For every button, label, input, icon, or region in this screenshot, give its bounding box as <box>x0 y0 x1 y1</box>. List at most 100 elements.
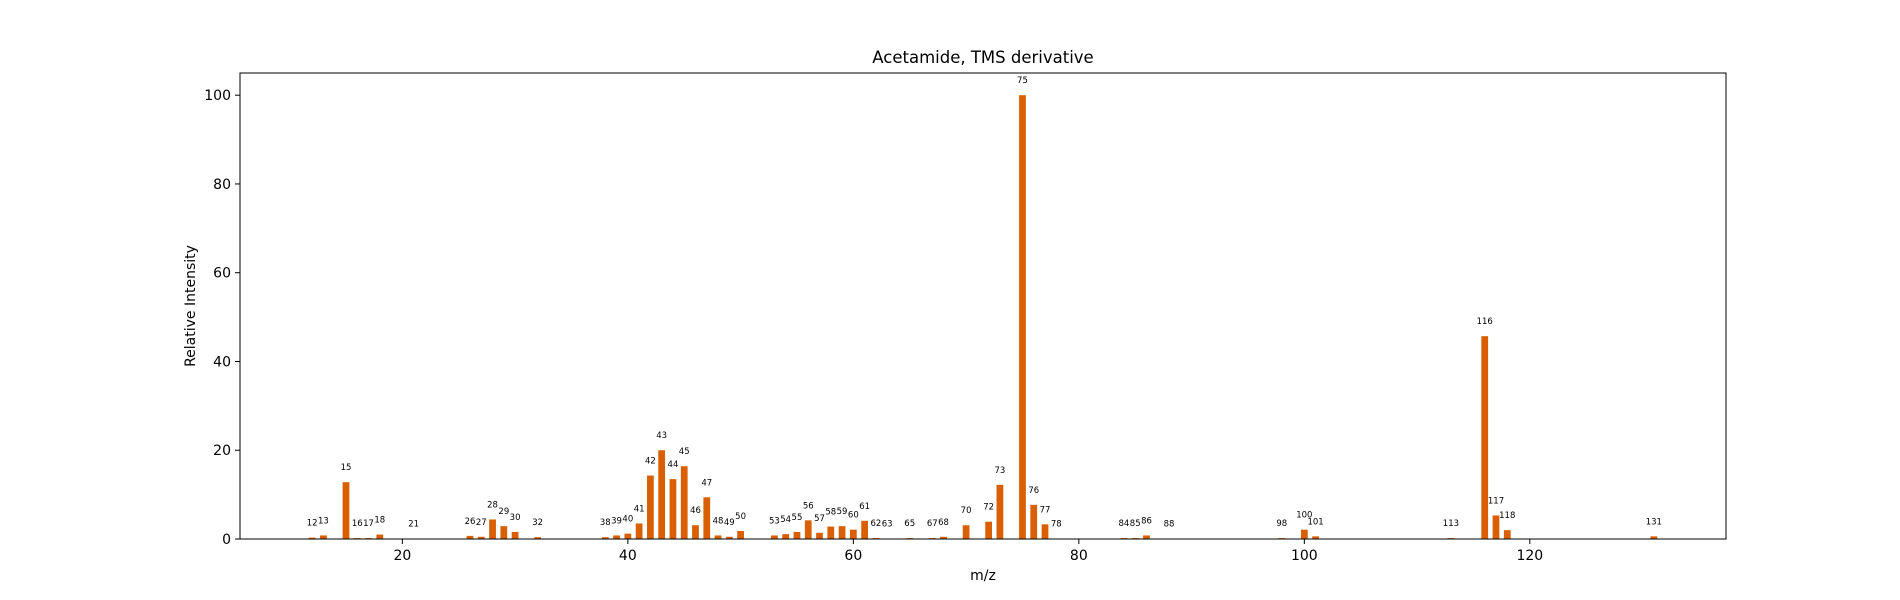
bar <box>996 484 1004 539</box>
peak-label: 12 <box>307 519 318 529</box>
bar <box>849 529 857 539</box>
bar <box>669 479 677 539</box>
peak-label: 60 <box>848 511 859 521</box>
peak-label: 118 <box>1499 511 1515 521</box>
y-tick-label: 100 <box>204 88 231 104</box>
peak-label: 58 <box>825 508 836 518</box>
peak-label: 86 <box>1141 516 1152 526</box>
peak-label: 54 <box>780 515 791 525</box>
bar <box>466 535 474 539</box>
y-tick-label: 40 <box>213 354 231 370</box>
peak-label: 13 <box>318 516 329 526</box>
bar <box>737 531 744 539</box>
peak-label: 100 <box>1296 511 1312 521</box>
bar <box>1492 515 1500 539</box>
x-tick-label: 100 <box>1291 548 1318 564</box>
bar <box>320 535 327 539</box>
bar <box>1143 535 1150 539</box>
peak-label: 46 <box>690 506 701 516</box>
peak-label: 72 <box>983 503 994 513</box>
x-tick-label: 40 <box>619 548 637 564</box>
peak-label: 30 <box>510 513 521 523</box>
x-tick-label: 120 <box>1516 548 1543 564</box>
bar <box>624 533 632 539</box>
x-tick-label: 20 <box>393 548 411 564</box>
peak-label: 67 <box>927 519 938 529</box>
bar <box>962 525 970 539</box>
bar <box>1312 536 1319 539</box>
bar <box>489 519 496 539</box>
bar <box>1503 530 1511 539</box>
peak-label: 78 <box>1051 520 1062 530</box>
peak-label: 28 <box>487 500 498 510</box>
peak-label: 73 <box>994 466 1005 476</box>
peak-label: 18 <box>374 516 385 526</box>
bar <box>1650 536 1658 539</box>
bar <box>477 536 485 539</box>
bar <box>771 535 778 539</box>
peak-label: 76 <box>1028 486 1039 496</box>
bar <box>308 537 316 539</box>
y-tick-label: 60 <box>213 266 231 282</box>
peak-label: 21 <box>408 520 419 530</box>
peak-label: 113 <box>1443 519 1459 529</box>
peak-label: 57 <box>814 514 825 524</box>
peak-label: 44 <box>668 460 679 470</box>
y-axis-title: Relative Intensity <box>183 245 199 367</box>
peak-label: 55 <box>792 513 803 523</box>
peak-label: 38 <box>600 518 611 528</box>
bar <box>703 497 711 539</box>
bar <box>1019 95 1026 539</box>
y-tick-label: 80 <box>213 177 231 193</box>
plot-frame <box>239 72 1727 540</box>
peak-label: 48 <box>713 516 724 526</box>
peak-label: 131 <box>1646 517 1662 527</box>
peak-label: 101 <box>1307 517 1323 527</box>
bar <box>635 523 643 539</box>
bar <box>1041 524 1049 539</box>
peak-label: 17 <box>363 519 374 529</box>
bar <box>534 537 542 539</box>
peak-label: 68 <box>938 518 949 528</box>
bar <box>613 535 620 539</box>
peak-label: 65 <box>904 519 915 529</box>
bar <box>714 535 722 539</box>
bar <box>511 531 519 539</box>
peak-label: 63 <box>882 520 893 530</box>
bar <box>601 537 609 539</box>
bar <box>342 482 350 539</box>
bar <box>804 520 812 539</box>
peak-label: 45 <box>679 447 690 457</box>
chart-title: Acetamide, TMS derivative <box>872 48 1093 67</box>
peak-label: 40 <box>622 515 633 525</box>
peak-label: 16 <box>352 519 363 529</box>
bar <box>1030 504 1038 539</box>
peak-label: 50 <box>735 512 746 522</box>
peak-label: 39 <box>611 516 622 526</box>
bar <box>816 532 823 539</box>
bar <box>985 521 993 539</box>
peak-label: 77 <box>1040 505 1051 515</box>
bar <box>658 450 666 539</box>
x-axis-title: m/z <box>970 568 996 584</box>
y-tick-label: 20 <box>213 443 231 459</box>
peak-label: 88 <box>1164 520 1175 530</box>
bar <box>861 520 868 539</box>
peak-label: 62 <box>870 519 881 529</box>
bar <box>725 536 733 539</box>
bar <box>838 526 846 539</box>
y-axis: 0 20 40 60 80 100 <box>204 88 240 548</box>
bar <box>500 526 508 539</box>
peak-label: 98 <box>1276 519 1287 529</box>
peak-label: 70 <box>961 506 972 516</box>
peak-label: 56 <box>803 501 814 511</box>
bar <box>1300 529 1308 539</box>
x-tick-label: 60 <box>844 548 862 564</box>
peak-label: 61 <box>859 502 870 512</box>
peak-label: 29 <box>498 507 509 517</box>
peak-label: 47 <box>701 478 712 488</box>
y-tick-label: 0 <box>222 532 231 548</box>
